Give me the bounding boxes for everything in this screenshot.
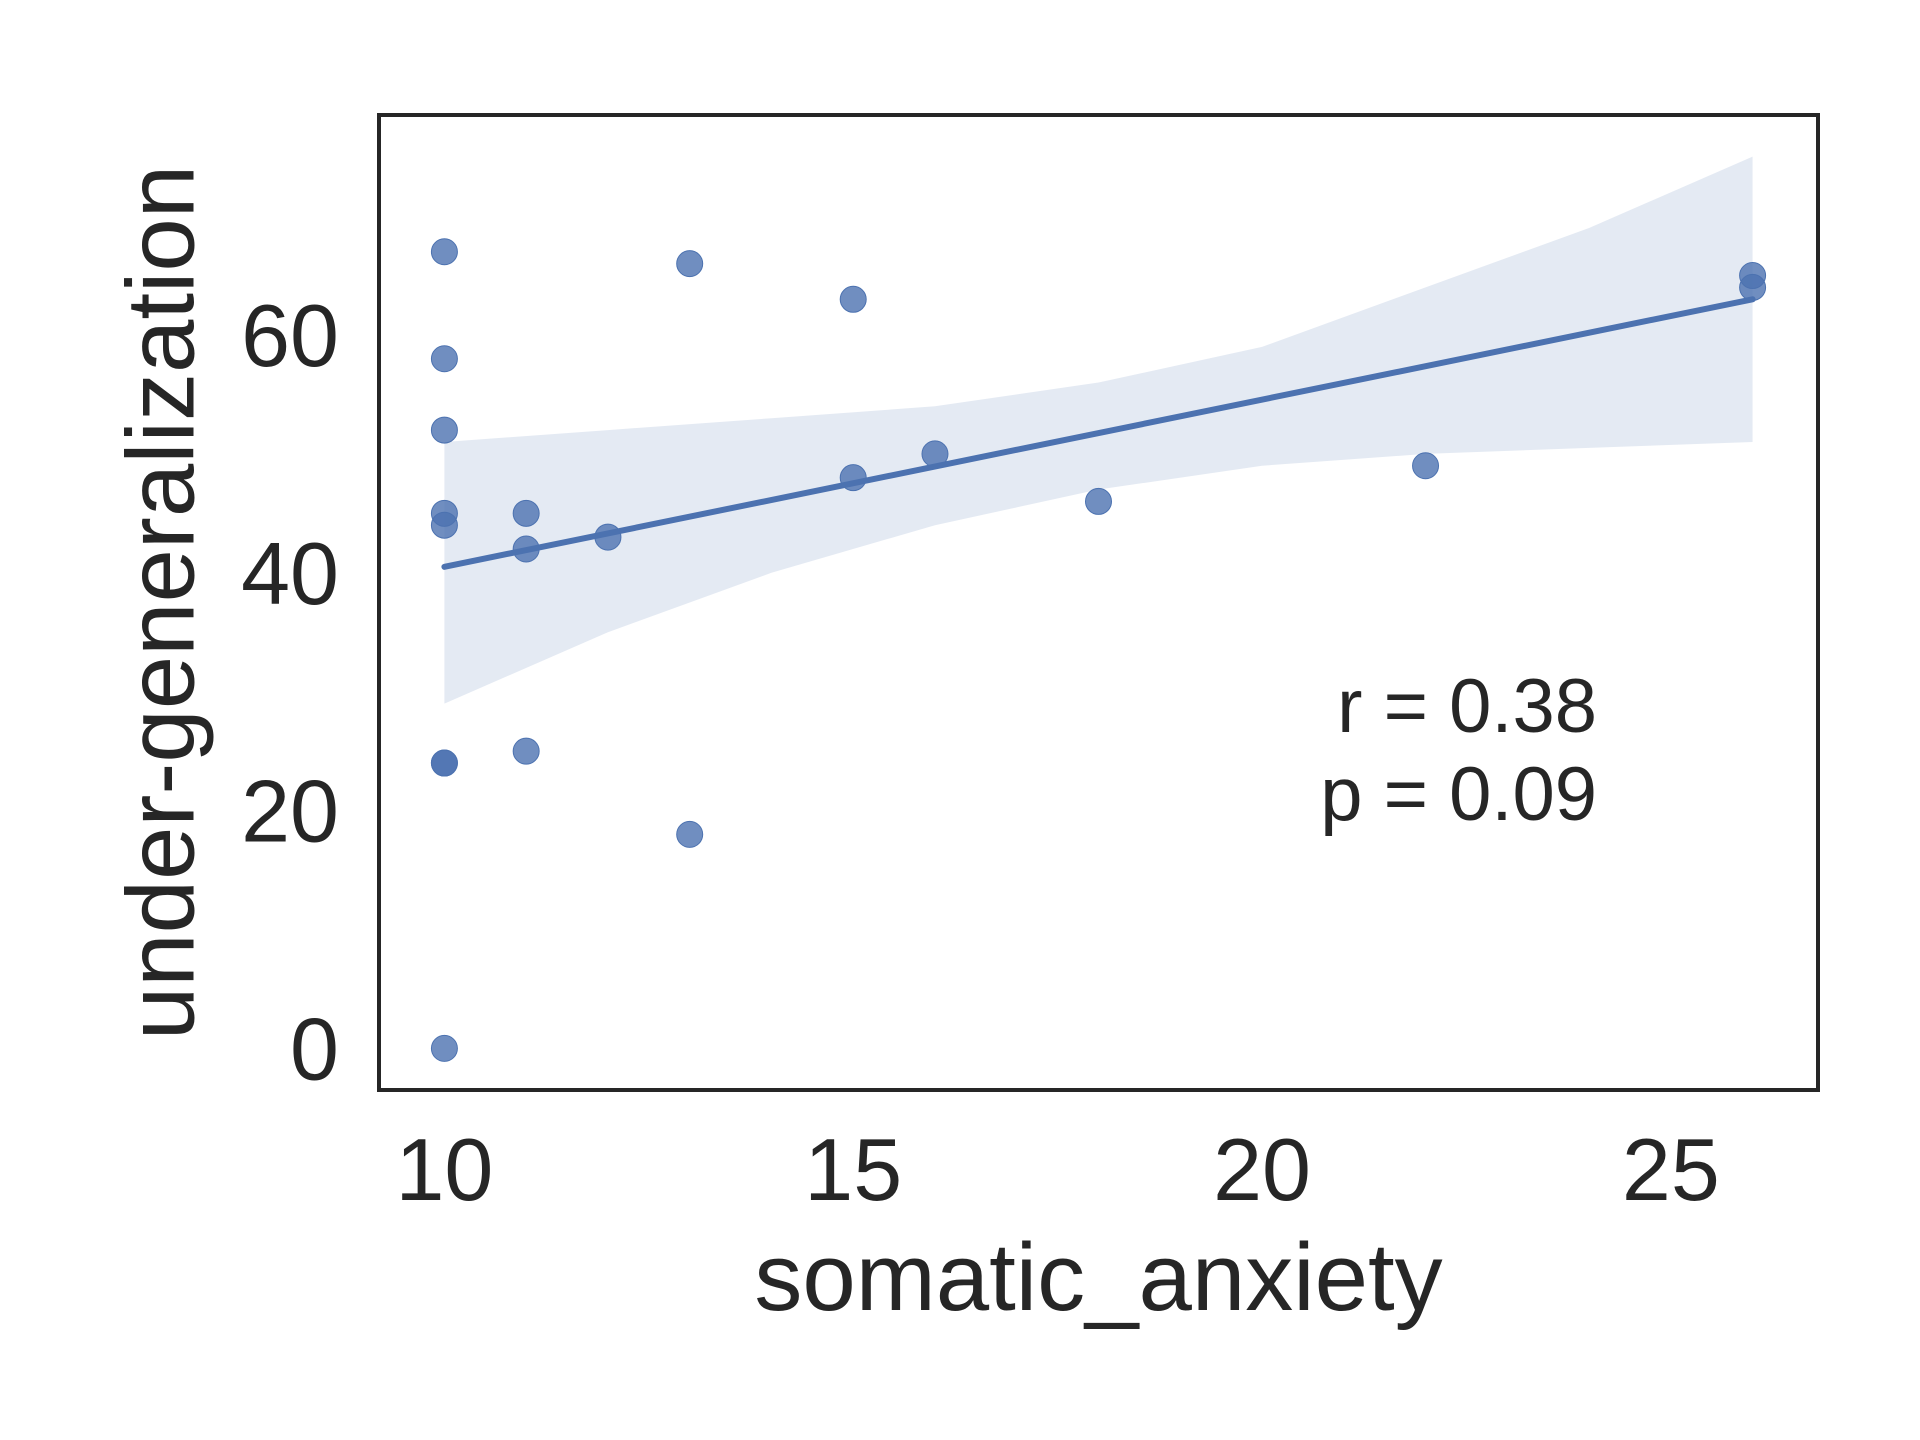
data-point [430,345,458,373]
correlation-r-annotation: r = 0.38 [1337,664,1597,749]
data-point [594,523,622,551]
data-point [430,238,458,266]
y-tick-label: 20 [241,762,339,861]
data-point [921,440,949,468]
y-tick-label: 0 [290,999,339,1098]
data-point [676,820,704,848]
x-tick-label: 25 [1622,1120,1720,1219]
data-point [1085,487,1112,515]
x-tick-label: 15 [804,1120,902,1219]
data-point [430,416,458,444]
regression-line [441,296,1756,570]
correlation-p-annotation: p = 0.09 [1320,752,1597,837]
data-point [1412,452,1440,480]
y-tick-label: 40 [241,524,339,623]
x-tick-labels: 10 15 20 25 [395,1120,1719,1219]
data-point [430,749,458,777]
data-point [1739,273,1767,301]
x-tick-label: 20 [1213,1120,1311,1219]
data-point [512,535,540,563]
data-point [512,499,540,527]
data-point [430,1034,458,1062]
y-tick-label: 60 [241,286,339,385]
scatter-points-layer [430,238,1767,1062]
data-point [839,285,867,313]
data-point [676,250,704,278]
y-tick-labels: 0 20 40 60 [241,286,339,1098]
data-point [839,464,867,492]
x-axis-label: somatic_anxiety [754,1224,1442,1331]
plot-frame [377,113,1820,1092]
regression-line-layer [441,296,1756,570]
data-point [512,737,540,765]
data-point [430,511,458,539]
x-tick-label: 10 [395,1120,493,1219]
y-axis-label: under-generalization [107,165,214,1040]
